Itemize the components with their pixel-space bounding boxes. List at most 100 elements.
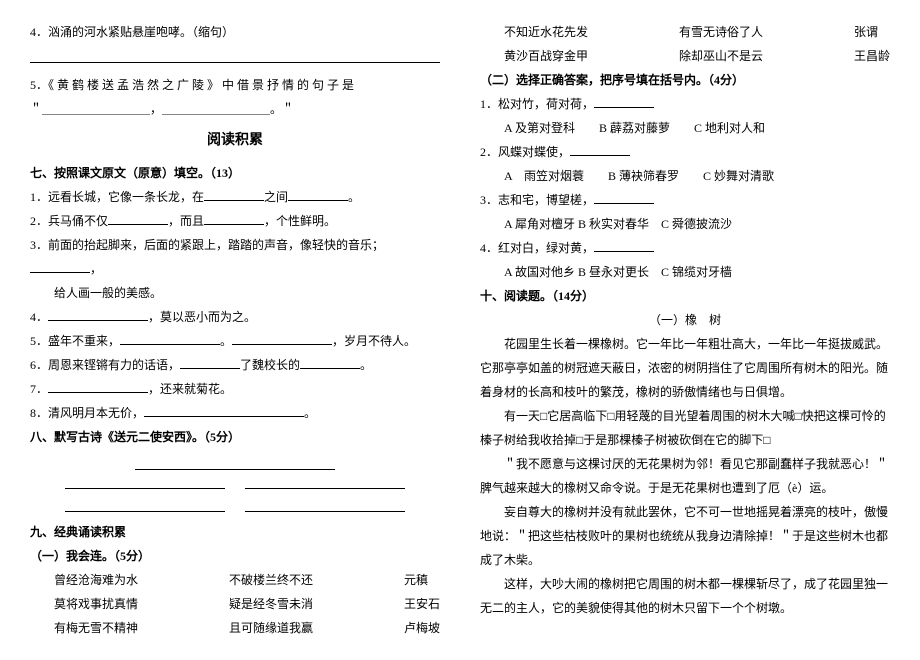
t: 6．周恩来铿锵有力的话语，: [30, 358, 180, 372]
blank: [204, 212, 264, 225]
q2: 2．风蝶对蝶使，: [480, 140, 890, 164]
section-9: 九、经典诵读积累: [30, 520, 440, 544]
t: ，莫以恶小而为之。: [148, 310, 256, 324]
blank: [594, 95, 654, 108]
q4-text: 4．汹涌的河水紧贴悬崖咆哮。（缩句）: [30, 20, 440, 44]
section-7: 七、按照课文原文（原意）填空。（13）: [30, 161, 440, 185]
match-row: 莫将戏事扰真情 疑是经冬雪未消 王安石: [30, 592, 440, 616]
t: 3．前面的抬起脚来，后面的紧跟上，踏踏的声音，像轻快的音乐；: [30, 238, 384, 252]
c: 王安石: [380, 592, 440, 616]
blank: [120, 332, 220, 345]
q3-opts: A 犀角对檀牙 B 秋实对春华 C 舜德披流沙: [480, 212, 890, 236]
blank: [300, 356, 360, 369]
q1-opts: A 及第对登科 B 薜荔对藤萝 C 地利对人和: [480, 116, 890, 140]
c: 不知近水花先发: [480, 20, 655, 44]
t: 1．远看长城，它像一条长龙，在: [30, 190, 204, 204]
t: ，岁月不待人。: [332, 334, 416, 348]
t: 。: [360, 358, 372, 372]
blank: [594, 191, 654, 204]
para-1: 花园里生长着一棵橡树。它一年比一年粗壮高大，一年比一年挺拔威武。它那亭亭如盖的树…: [480, 332, 890, 404]
t: 4．红对白，绿对黄，: [480, 241, 594, 255]
q7-8: 8．清风明月本无价， 。: [30, 401, 440, 425]
t: 。: [220, 334, 232, 348]
q7-2: 2．兵马俑不仅，而且，个性鲜明。: [30, 209, 440, 233]
q5-text: 5．《 黄 鹤 楼 送 孟 浩 然 之 广 陵 》 中 借 景 抒 情 的 句 …: [30, 73, 440, 97]
blank: [48, 380, 148, 393]
passage-title: （一）橡 树: [480, 308, 890, 332]
para-2: 有一天□它居高临下□用轻蔑的目光望着周围的树木大喊□快把这棵可怜的榛子树给我收拾…: [480, 404, 890, 452]
match-row: 有梅无雪不精神 且可随缘道我赢 卢梅坡: [30, 616, 440, 640]
para-5: 这样，大吵大闹的橡树把它周围的树木都一棵棵斩尽了，成了花园里独一无二的主人，它的…: [480, 572, 890, 620]
c: 不破楼兰终不还: [205, 568, 380, 592]
t: 。: [348, 190, 360, 204]
t: 。: [304, 406, 316, 420]
c: 曾经沧海难为水: [30, 568, 205, 592]
poem-blank: [245, 499, 405, 512]
q4-blank: [30, 48, 440, 63]
q7-5: 5．盛年不重来， 。 ，岁月不待人。: [30, 329, 440, 353]
t: 2．风蝶对蝶使，: [480, 145, 570, 159]
t: 2．兵马俑不仅: [30, 214, 108, 228]
t: 3．志和宅，博望槎，: [480, 193, 594, 207]
q4: 4．红对白，绿对黄，: [480, 236, 890, 260]
c: 黄沙百战穿金甲: [480, 44, 655, 68]
blank: [288, 188, 348, 201]
para-4: 妄自尊大的橡树并没有就此罢休，它不可一世地摇晃着漂亮的枝叶，傲慢地说：＂把这些枯…: [480, 500, 890, 572]
q7-6: 6．周恩来铿锵有力的话语， 了魏校长的 。: [30, 353, 440, 377]
c: 莫将戏事扰真情: [30, 592, 205, 616]
q7-7: 7． ，还来就菊花。: [30, 377, 440, 401]
t: 1．松对竹，荷对荷，: [480, 97, 594, 111]
c: 有梅无雪不精神: [30, 616, 205, 640]
c: 元稹: [380, 568, 440, 592]
q2-opts: A 雨笠对烟蓑 B 薄袂筛春罗 C 妙舞对清歌: [480, 164, 890, 188]
blank: [570, 143, 630, 156]
para-3: ＂我不愿意与这棵讨厌的无花果树为邻！看见它那副蠢样子我就恶心！＂脾气越来越大的橡…: [480, 452, 890, 500]
c: 除却巫山不是云: [655, 44, 830, 68]
t: 了魏校长的: [240, 358, 300, 372]
section-10: 十、阅读题。（14分）: [480, 284, 890, 308]
section-9-1: （一）我会连。（5分）: [30, 544, 440, 568]
match-row: 曾经沧海难为水 不破楼兰终不还 元稹: [30, 568, 440, 592]
c: 有雪无诗俗了人: [655, 20, 830, 44]
poem-blank: [135, 455, 335, 470]
q7-3: 3．前面的抬起脚来，后面的紧跟上，踏踏的声音，像轻快的音乐； ，: [30, 233, 440, 281]
blank: [48, 308, 148, 321]
c: 疑是经冬雪未消: [205, 592, 380, 616]
q5-blank: ＂＿＿＿＿＿＿＿＿＿，＿＿＿＿＿＿＿＿＿。＂: [30, 97, 440, 121]
reading-title: 阅读积累: [30, 127, 440, 155]
c: 王昌龄: [830, 44, 890, 68]
right-column: 不知近水花先发 有雪无诗俗了人 张谓 黄沙百战穿金甲 除却巫山不是云 王昌龄 （…: [480, 20, 890, 640]
q3: 3．志和宅，博望槎，: [480, 188, 890, 212]
blank: [108, 212, 168, 225]
blank: [594, 239, 654, 252]
match-row: 黄沙百战穿金甲 除却巫山不是云 王昌龄: [480, 44, 890, 68]
q7-4: 4． ，莫以恶小而为之。: [30, 305, 440, 329]
t: ，: [90, 262, 102, 276]
poem-blank: [245, 476, 405, 489]
blank: [180, 356, 240, 369]
q4-opts: A 故国对他乡 B 昼永对更长 C 锦缆对牙樯: [480, 260, 890, 284]
match-row: 不知近水花先发 有雪无诗俗了人 张谓: [480, 20, 890, 44]
blank: [144, 404, 304, 417]
q7-3b: 给人画一般的美感。: [30, 281, 440, 305]
t: 8．清风明月本无价，: [30, 406, 144, 420]
left-column: 4．汹涌的河水紧贴悬崖咆哮。（缩句） 5．《 黄 鹤 楼 送 孟 浩 然 之 广…: [30, 20, 440, 640]
blank: [204, 188, 264, 201]
t: ，还来就菊花。: [148, 382, 232, 396]
section-9-2: （二）选择正确答案，把序号填在括号内。（4分）: [480, 68, 890, 92]
q7-1: 1．远看长城，它像一条长龙，在 之间 。: [30, 185, 440, 209]
c: 且可随缘道我赢: [205, 616, 380, 640]
q1: 1．松对竹，荷对荷，: [480, 92, 890, 116]
c: 张谓: [830, 20, 890, 44]
blank: [30, 260, 90, 273]
t: ，个性鲜明。: [264, 214, 336, 228]
c: 卢梅坡: [380, 616, 440, 640]
poem-blank: [65, 499, 225, 512]
t: 4．: [30, 310, 48, 324]
poem-blank: [65, 476, 225, 489]
blank: [232, 332, 332, 345]
t: 之间: [264, 190, 288, 204]
t: 5．盛年不重来，: [30, 334, 120, 348]
t: 7．: [30, 382, 48, 396]
section-8: 八、默写古诗《送元二使安西》。（5分）: [30, 425, 440, 449]
